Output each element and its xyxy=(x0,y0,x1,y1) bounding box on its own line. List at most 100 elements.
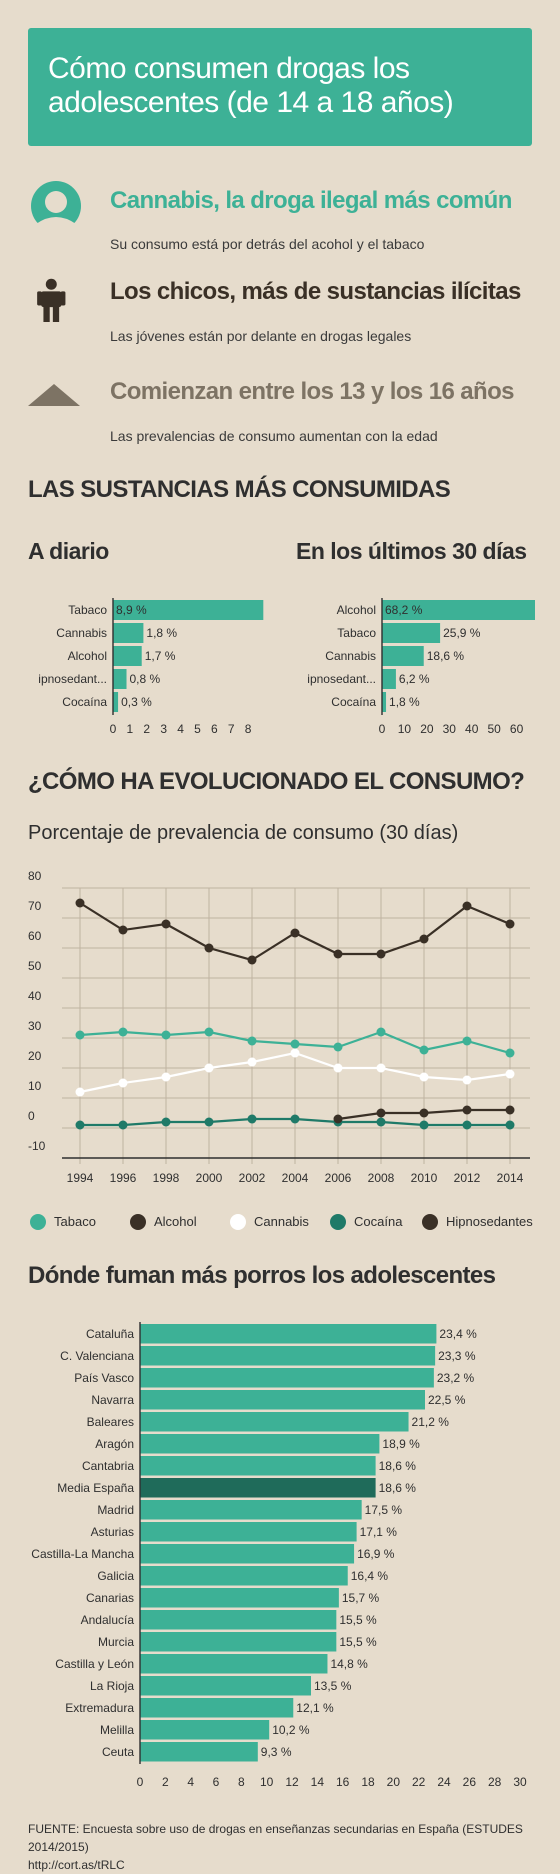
source-link[interactable]: http://cort.as/tRLC xyxy=(28,1858,125,1872)
region-value-label: 15,7 % xyxy=(342,1591,380,1605)
series-point xyxy=(118,1027,128,1037)
legend-swatch xyxy=(30,1214,46,1230)
series-point xyxy=(247,1036,257,1046)
bar-value-label: 18,6 % xyxy=(427,649,465,663)
legend-swatch xyxy=(330,1214,346,1230)
face-icon xyxy=(31,181,81,233)
region-value-label: 18,6 % xyxy=(379,1481,417,1495)
legend-label: Cannabis xyxy=(254,1214,309,1229)
line-chart-title: Porcentaje de prevalencia de consumo (30… xyxy=(28,822,459,844)
series-point xyxy=(505,1048,515,1058)
section-title-evolution: ¿CÓMO HA EVOLUCIONADO EL CONSUMO? xyxy=(28,768,525,795)
legend-label: Cocaína xyxy=(354,1214,403,1229)
x-tick-label: 2014 xyxy=(497,1171,524,1185)
x-tick-label: 18 xyxy=(361,1775,375,1789)
x-tick-label: 0 xyxy=(379,722,386,736)
y-tick-label: 40 xyxy=(28,989,42,1003)
bar-value-label: 1,7 % xyxy=(145,649,176,663)
region-value-label: 18,9 % xyxy=(382,1437,420,1451)
bar-category-label: Alcohol xyxy=(68,649,107,663)
region-bar xyxy=(140,1368,434,1388)
series-point xyxy=(204,1117,214,1127)
x-tick-label: 1994 xyxy=(67,1171,94,1185)
region-bar xyxy=(140,1654,328,1674)
x-tick-label: 8 xyxy=(245,722,252,736)
bar xyxy=(382,646,424,666)
region-bar xyxy=(140,1698,294,1718)
bar xyxy=(382,623,441,643)
region-bar xyxy=(140,1522,357,1542)
region-label: C. Valenciana xyxy=(60,1349,134,1363)
fact-subtitle: Las prevalencias de consumo aumentan con… xyxy=(110,428,438,444)
x-tick-label: 2010 xyxy=(411,1171,438,1185)
bar-value-label: 0,8 % xyxy=(130,672,161,686)
series-point xyxy=(462,1075,472,1085)
series-point xyxy=(376,949,386,959)
x-tick-label: 6 xyxy=(211,722,218,736)
region-label: Asturias xyxy=(91,1525,134,1539)
x-tick-label: 0 xyxy=(137,1775,144,1789)
legend-label: Hipnosedantes xyxy=(446,1214,533,1229)
region-bar xyxy=(140,1478,376,1498)
series-point xyxy=(419,1120,429,1130)
y-tick-label: -10 xyxy=(28,1139,46,1153)
bar-category-label: Cannabis xyxy=(325,649,376,663)
bar xyxy=(113,600,264,620)
y-tick-label: 10 xyxy=(28,1079,42,1093)
region-label: Media España xyxy=(57,1481,134,1495)
bar-value-label: 0,3 % xyxy=(121,695,152,709)
y-tick-label: 70 xyxy=(28,899,42,913)
series-point xyxy=(290,1039,300,1049)
bar xyxy=(113,646,142,666)
x-tick-label: 20 xyxy=(387,1775,401,1789)
region-bar xyxy=(140,1632,337,1652)
bar-value-label: 8,9 % xyxy=(116,603,147,617)
series-point xyxy=(75,1030,85,1040)
x-tick-label: 0 xyxy=(110,722,117,736)
bar xyxy=(113,623,144,643)
header-banner: Cómo consumen drogas los adolescentes (d… xyxy=(28,28,532,146)
region-bar xyxy=(140,1390,425,1410)
bar xyxy=(113,669,127,689)
series-point xyxy=(462,1105,472,1115)
series-point xyxy=(505,919,515,929)
region-value-label: 17,5 % xyxy=(365,1503,403,1517)
fact-cannabis: Cannabis, la droga ilegal más común Su c… xyxy=(28,178,538,252)
fact-title: Comienzan entre los 13 y los 16 años xyxy=(110,378,514,405)
series-point xyxy=(462,901,472,911)
region-bar xyxy=(140,1676,311,1696)
x-tick-label: 3 xyxy=(160,722,167,736)
fact-subtitle: Las jóvenes están por delante en drogas … xyxy=(110,328,412,344)
x-tick-label: 2004 xyxy=(282,1171,309,1185)
y-tick-label: 80 xyxy=(28,870,42,883)
x-tick-label: 4 xyxy=(187,1775,194,1789)
x-tick-label: 1998 xyxy=(153,1171,180,1185)
bar xyxy=(382,692,387,712)
x-tick-label: 4 xyxy=(177,722,184,736)
bar xyxy=(113,692,119,712)
series-point xyxy=(247,1057,257,1067)
daily-bar-chart: Tabaco 8,9 % Cannabis 1,8 % Alcohol 1,7 % ipno… xyxy=(38,598,264,736)
section-title-regions: Dónde fuman más porros los adolescentes xyxy=(28,1262,496,1289)
x-tick-label: 14 xyxy=(311,1775,325,1789)
fact-title: Cannabis, la droga ilegal más común xyxy=(110,187,512,214)
x-tick-label: 60 xyxy=(510,722,524,736)
region-label: Cantabria xyxy=(82,1459,134,1473)
region-label: Ceuta xyxy=(102,1745,134,1759)
region-label: País Vasco xyxy=(74,1371,134,1385)
series-point xyxy=(505,1120,515,1130)
region-bar xyxy=(140,1742,258,1762)
fact-subtitle: Su consumo está por detrás del acohol y … xyxy=(110,236,425,252)
series-point xyxy=(75,1087,85,1097)
region-label: Baleares xyxy=(87,1415,134,1429)
region-bar xyxy=(140,1500,362,1520)
region-value-label: 18,6 % xyxy=(379,1459,417,1473)
bar-category-label: ipnosedant... xyxy=(38,672,107,686)
series-point xyxy=(419,934,429,944)
region-value-label: 13,5 % xyxy=(314,1679,352,1693)
legend-label: Tabaco xyxy=(54,1214,96,1229)
x-tick-label: 16 xyxy=(336,1775,350,1789)
series-point xyxy=(204,943,214,953)
month-bar-chart: Alcohol 68,2 % Tabaco 25,9 % Cannabis 18,6 % i… xyxy=(307,598,535,736)
